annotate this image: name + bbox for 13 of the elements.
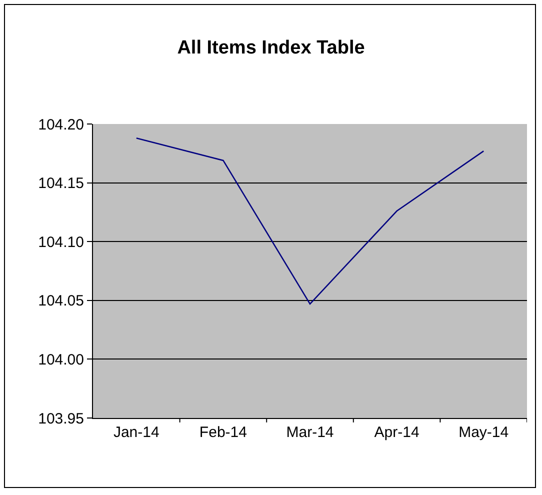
y-tick-label: 104.20 <box>38 116 84 134</box>
x-tick-label: Mar-14 <box>286 424 334 441</box>
y-tick-label: 104.05 <box>38 292 84 310</box>
line-series <box>136 137 484 305</box>
y-tick-label: 104.15 <box>38 175 84 192</box>
x-tick-label: Apr-14 <box>374 424 420 441</box>
y-tick-label: 104.00 <box>38 351 84 368</box>
y-tick-label: 103.95 <box>38 410 84 428</box>
x-tick-label: May-14 <box>458 424 509 441</box>
y-tick-label: 104.10 <box>38 234 84 251</box>
x-tick-label: Feb-14 <box>199 424 247 441</box>
x-tick-label: Jan-14 <box>113 424 160 441</box>
chart-title: All Items Index Table <box>177 38 365 59</box>
